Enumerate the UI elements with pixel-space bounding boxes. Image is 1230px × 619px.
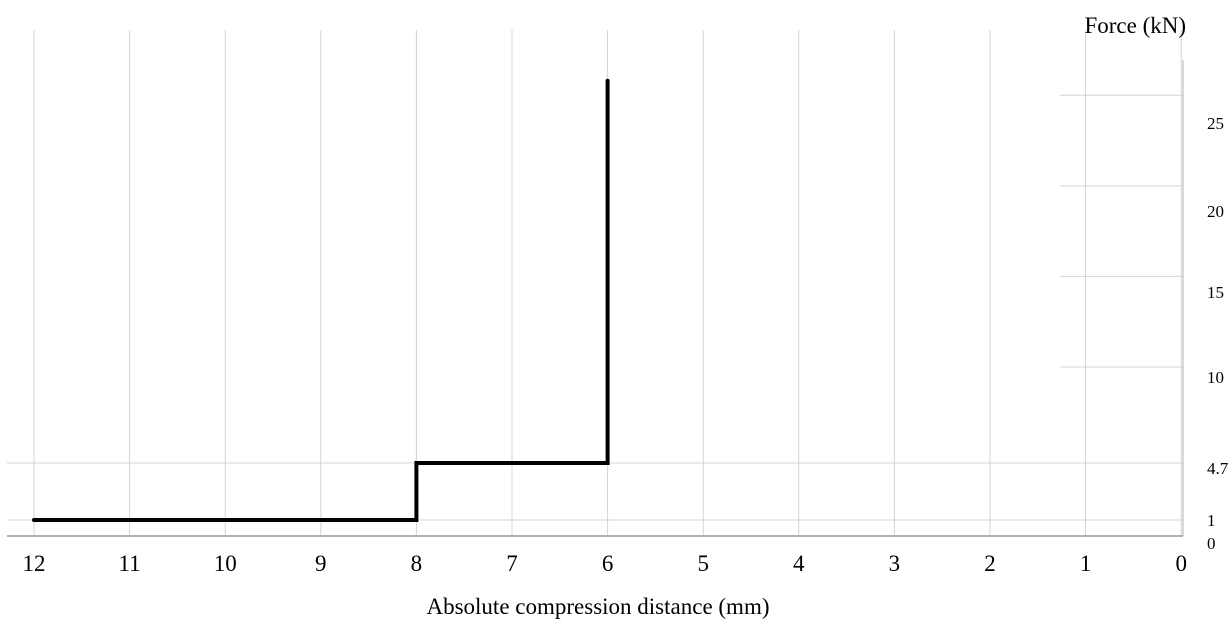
y-tick-label: 1	[1207, 511, 1216, 530]
x-tick-label: 11	[119, 551, 141, 576]
y-tick-label: 25	[1207, 114, 1224, 133]
x-tick-label: 5	[697, 551, 709, 576]
y-tick-label: 4.7	[1207, 459, 1229, 478]
x-tick-labels: 12 11 10 9 8 7 6 5 4 3 2 1 0	[23, 551, 1187, 576]
x-tick-label: 7	[506, 551, 518, 576]
x-tick-label: 8	[411, 551, 423, 576]
x-tick-label: 0	[1175, 551, 1187, 576]
x-axis-label: Absolute compression distance (mm)	[426, 594, 769, 619]
force-step-line	[32, 78, 610, 522]
y-tick-label: 20	[1207, 202, 1224, 221]
x-tick-label: 1	[1080, 551, 1092, 576]
x-tick-label: 6	[602, 551, 614, 576]
grid	[7, 30, 1183, 536]
y-tick-labels: 0 1 4.7 10 15 20 25	[1207, 114, 1229, 553]
x-tick-label: 9	[315, 551, 327, 576]
y-axis-label: Force (kN)	[1084, 13, 1186, 38]
x-tick-label: 10	[214, 551, 237, 576]
axes	[7, 60, 1184, 537]
x-tick-label: 3	[889, 551, 901, 576]
x-tick-label: 2	[984, 551, 996, 576]
x-tick-label: 4	[793, 551, 805, 576]
y-tick-label: 0	[1207, 534, 1216, 553]
y-tick-label: 15	[1207, 283, 1224, 302]
y-tick-label: 10	[1207, 368, 1224, 387]
x-tick-label: 12	[23, 551, 46, 576]
series-layer	[32, 78, 610, 522]
